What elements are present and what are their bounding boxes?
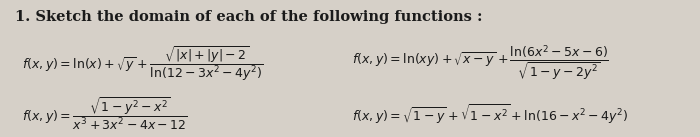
- Text: $f(x,y) = \sqrt{1-y} + \sqrt{1-x^2} + \ln(16-x^2-4y^2)$: $f(x,y) = \sqrt{1-y} + \sqrt{1-x^2} + \l…: [351, 102, 628, 126]
- Text: $f(x,y) = \ln(xy) + \sqrt{x-y} + \dfrac{\ln(6x^2-5x-6)}{\sqrt{1-y-2y^2}}$: $f(x,y) = \ln(xy) + \sqrt{x-y} + \dfrac{…: [351, 44, 608, 83]
- Text: $f(x,y) = \dfrac{\sqrt{1-y^2-x^2}}{x^3+3x^2-4x-12}$: $f(x,y) = \dfrac{\sqrt{1-y^2-x^2}}{x^3+3…: [22, 96, 188, 132]
- Text: $f(x,y) = \ln(x) + \sqrt{y} + \dfrac{\sqrt{|x|+|y|-2}}{\ln(12-3x^2-4y^2)}$: $f(x,y) = \ln(x) + \sqrt{y} + \dfrac{\sq…: [22, 44, 263, 83]
- Text: 1. Sketch the domain of each of the following functions :: 1. Sketch the domain of each of the foll…: [15, 10, 482, 24]
